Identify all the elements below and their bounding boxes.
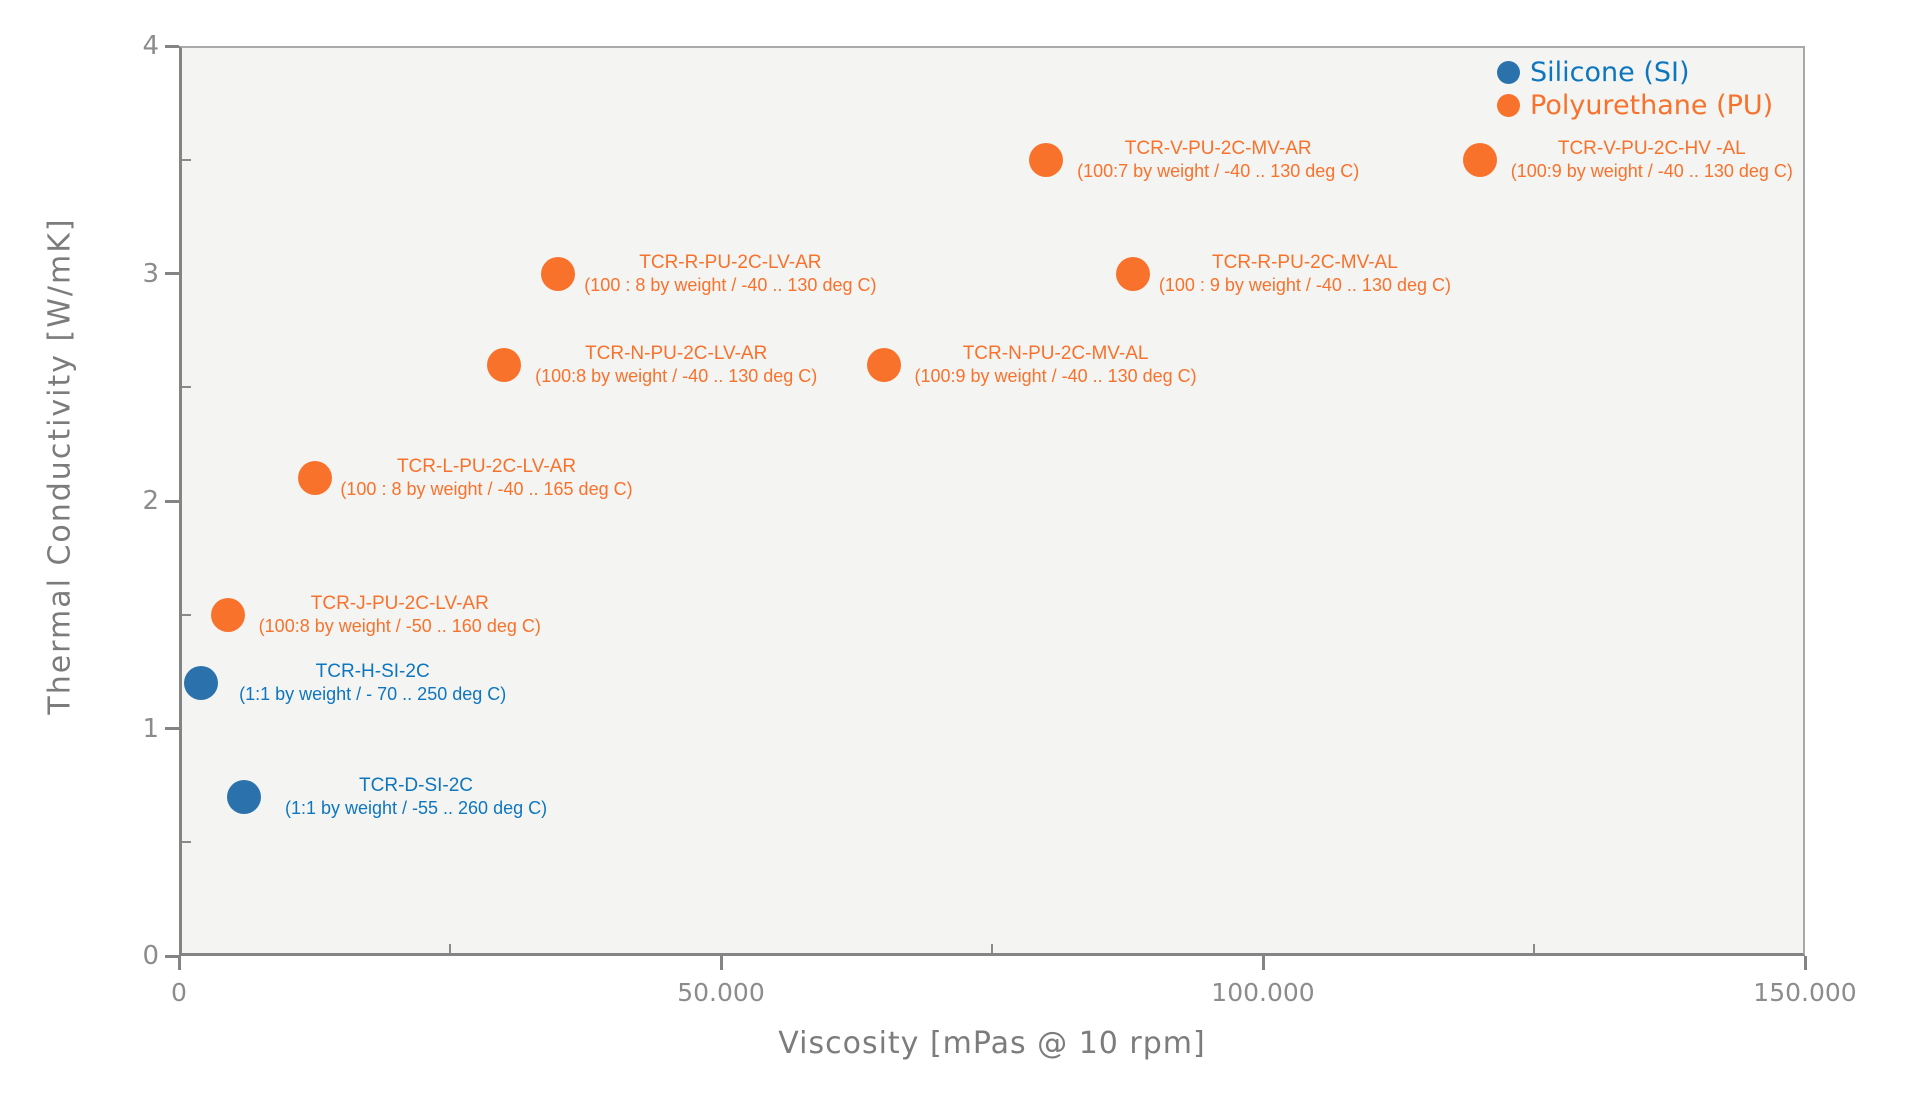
y-tick-label: 0: [142, 941, 159, 971]
data-point-label: TCR-H-SI-2C (1:1 by weight / - 70 .. 250 …: [239, 660, 506, 706]
data-point-spec: (100:8 by weight / -50 .. 160 deg C): [258, 615, 541, 636]
legend-dot-icon: [1497, 61, 1520, 84]
y-minor-tick-mark: [182, 613, 191, 616]
y-tick-mark: [165, 272, 179, 275]
legend-dot-icon: [1497, 94, 1520, 117]
data-point-spec: (1:1 by weight / -55 .. 260 deg C): [284, 797, 548, 818]
data-point-spec: (1:1 by weight / - 70 .. 250 deg C): [239, 684, 507, 704]
data-point: [227, 779, 262, 814]
data-point-name: TCR-V-PU-2C-MV-AR: [1124, 137, 1312, 159]
data-point-spec: (100:7 by weight / -40 .. 130 deg C): [1077, 160, 1360, 181]
data-point-spec: (100 : 8 by weight / -40 .. 130 deg C): [584, 274, 877, 295]
data-point-spec: (100 : 8 by weight / -40 .. 165 deg C): [340, 479, 633, 500]
data-point-name: TCR-N-PU-2C-LV-AR: [585, 342, 768, 364]
y-minor-tick-mark: [182, 386, 191, 389]
data-point-label: TCR-V-PU-2C-HV -AL (100:9 by weight / -40…: [1511, 137, 1793, 183]
data-point-label: TCR-L-PU-2C-LV-AR (100 : 8 by weight / -4…: [340, 455, 632, 501]
legend-item: Polyurethane (PU): [1497, 89, 1773, 122]
x-axis-title: Viscosity [mPas @ 10 rpm]: [778, 1026, 1206, 1061]
x-tick-mark: [1261, 956, 1265, 970]
data-point: [1029, 142, 1064, 177]
legend: Silicone (SI) Polyurethane (PU): [1497, 56, 1773, 122]
x-minor-tick-mark: [449, 944, 451, 953]
data-point: [183, 666, 218, 700]
data-point-name: TCR-R-PU-2C-LV-AR: [639, 251, 822, 273]
y-tick-mark: [165, 954, 179, 958]
data-point-label: TCR-D-SI-2C (1:1 by weight / -55 .. 260 d…: [285, 774, 547, 820]
y-minor-tick-mark: [182, 841, 191, 844]
data-point: [297, 461, 332, 496]
y-axis-title: Thermal Conductivity [W/mK]: [42, 217, 78, 715]
x-minor-tick-mark: [1533, 944, 1535, 953]
y-tick-label: 3: [142, 258, 159, 289]
y-tick-mark: [165, 499, 179, 503]
data-point-name: TCR-N-PU-2C-MV-AL: [962, 342, 1149, 364]
data-point: [1462, 142, 1497, 177]
data-point-spec: (100 : 9 by weight / -40 .. 130 deg C): [1158, 274, 1451, 295]
data-point: [210, 597, 245, 632]
legend-label: Polyurethane (PU): [1530, 90, 1774, 121]
plot-area: [179, 46, 1805, 956]
data-point-label: TCR-V-PU-2C-MV-AR (100:7 by weight / -40 …: [1077, 137, 1359, 183]
legend-item: Silicone (SI): [1497, 56, 1773, 89]
data-point-spec: (100:9 by weight / -40 .. 130 deg C): [914, 365, 1197, 386]
data-point-spec: (100:8 by weight / -40 .. 130 deg C): [535, 365, 818, 386]
data-point-label: TCR-R-PU-2C-MV-AL (100 : 9 by weight / -4…: [1159, 251, 1451, 297]
y-tick-label: 4: [142, 31, 159, 61]
x-tick-label: 50.000: [677, 978, 765, 1007]
data-point: [866, 347, 901, 382]
x-tick-label: 100.000: [1211, 978, 1315, 1007]
data-point: [1115, 256, 1150, 291]
data-point-spec: (100:9 by weight / -40 .. 130 deg C): [1510, 160, 1793, 181]
y-minor-tick-mark: [182, 158, 191, 161]
y-tick-label: 1: [142, 713, 159, 744]
y-tick-mark: [165, 727, 179, 730]
x-tick-mark: [719, 956, 723, 970]
data-point-label: TCR-N-PU-2C-LV-AR (100:8 by weight / -40 …: [535, 342, 817, 388]
data-point-name: TCR-R-PU-2C-MV-AL: [1212, 251, 1398, 273]
data-point: [541, 256, 576, 291]
y-tick-label: 2: [142, 486, 159, 516]
x-tick-mark: [177, 956, 181, 970]
data-point-label: TCR-J-PU-2C-LV-AR (100:8 by weight / -50 …: [259, 592, 541, 638]
x-tick-label: 0: [171, 978, 187, 1007]
data-point-label: TCR-N-PU-2C-MV-AL (100:9 by weight / -40 …: [915, 342, 1197, 388]
data-point-name: TCR-L-PU-2C-LV-AR: [396, 456, 577, 478]
x-tick-mark: [1803, 956, 1807, 970]
data-point: [487, 347, 522, 382]
data-point-name: TCR-V-PU-2C-HV -AL: [1557, 137, 1746, 159]
data-point-name: TCR-J-PU-2C-LV-AR: [310, 592, 489, 614]
legend-label: Silicone (SI): [1530, 57, 1690, 88]
x-minor-tick-mark: [991, 944, 993, 953]
data-point-name: TCR-D-SI-2C: [359, 774, 474, 796]
data-point-name: TCR-H-SI-2C: [315, 661, 430, 682]
x-tick-label: 150.000: [1753, 978, 1857, 1007]
data-point-label: TCR-R-PU-2C-LV-AR (100 : 8 by weight / -4…: [584, 251, 876, 297]
y-tick-mark: [165, 44, 179, 48]
